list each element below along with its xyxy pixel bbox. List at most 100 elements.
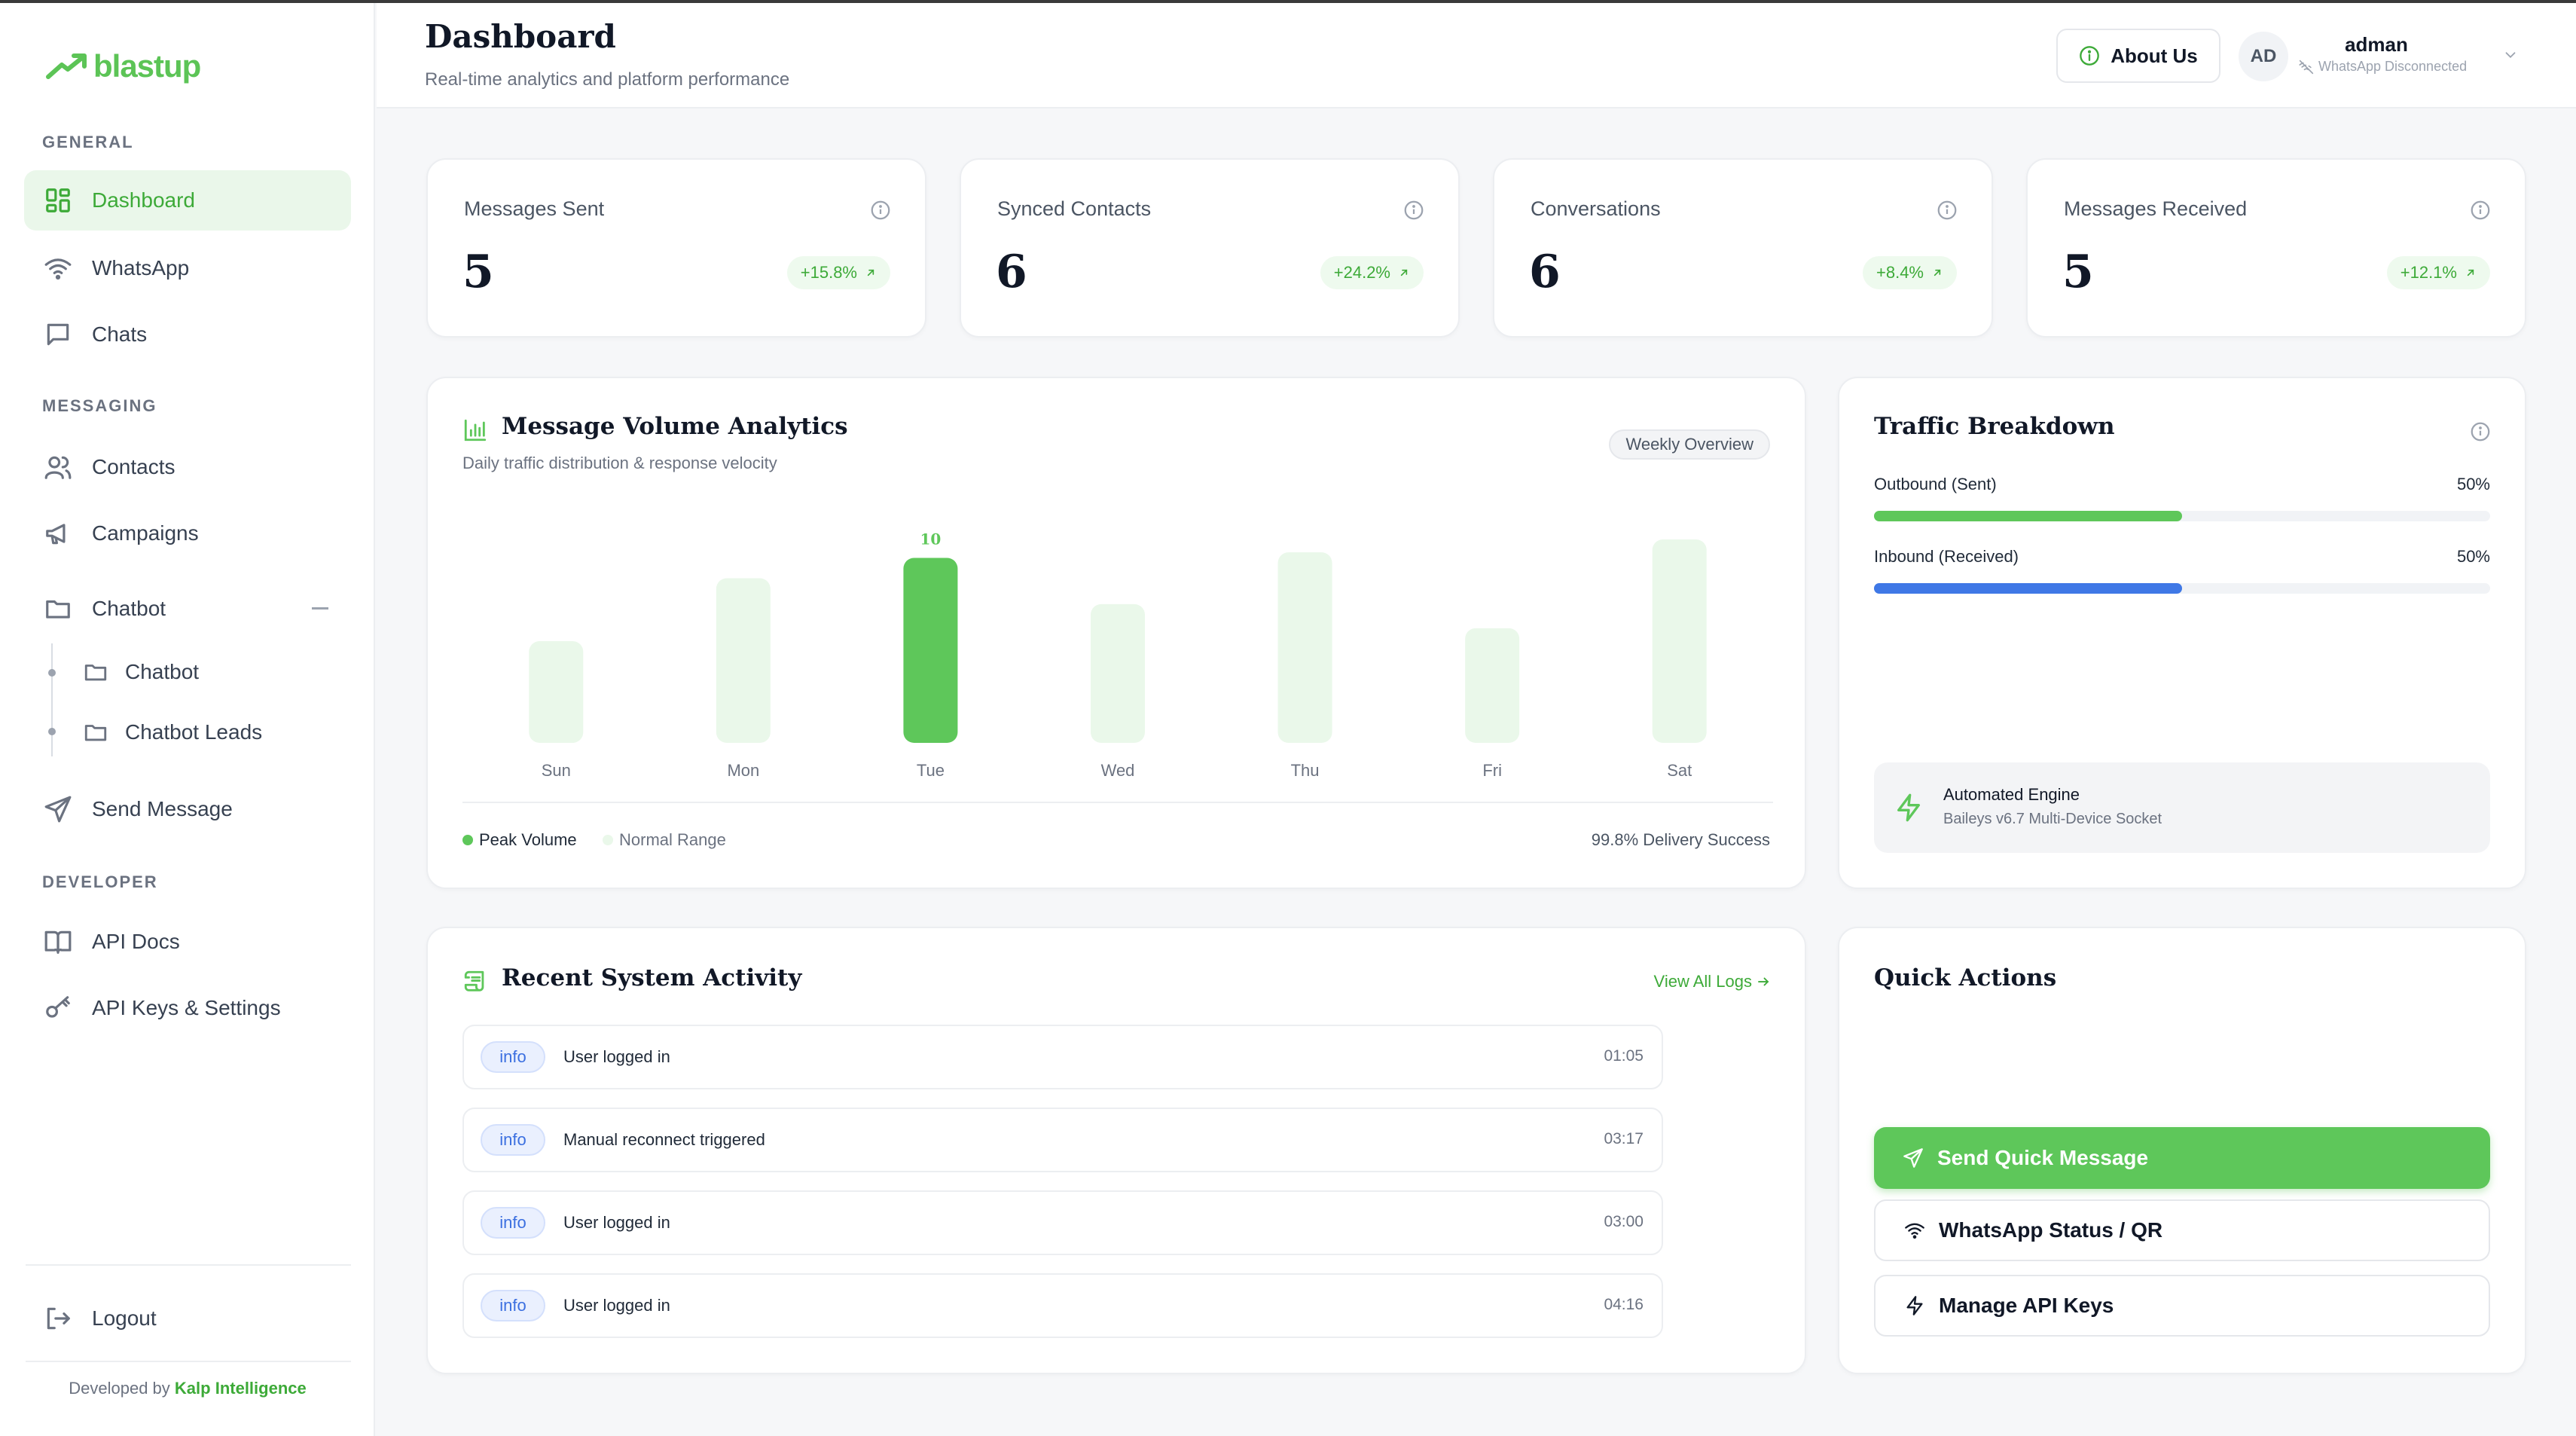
user-name[interactable]: adman: [2345, 33, 2408, 56]
tick-label: Sat: [1667, 761, 1692, 780]
sidebar-item-chatbot[interactable]: Chatbot: [24, 579, 351, 639]
tick-label: Fri: [1482, 761, 1502, 780]
tree-line: [51, 643, 53, 756]
weekly-overview-pill[interactable]: Weekly Overview: [1609, 429, 1770, 460]
folder-icon: [84, 725, 107, 741]
sidebar-item-label: Chatbot: [92, 597, 166, 620]
collapse-icon[interactable]: [312, 607, 328, 610]
stat-value: 6: [1529, 246, 1561, 298]
button-label: Send Quick Message: [1937, 1146, 2149, 1169]
bar-tue[interactable]: [903, 558, 958, 743]
info-icon[interactable]: [2469, 420, 2492, 443]
activity-text: Manual reconnect triggered: [563, 1130, 765, 1149]
level-badge: info: [481, 1290, 545, 1321]
legend-swatch: [462, 835, 473, 845]
sidebar-item-label: Send Message: [92, 797, 233, 820]
stat-change: +12.1%: [2400, 263, 2457, 282]
tick-label: Thu: [1291, 761, 1320, 780]
inbound-track: [1874, 583, 2490, 594]
inbound-label: Inbound (Received): [1874, 547, 2019, 566]
button-label: WhatsApp Status / QR: [1939, 1218, 2163, 1242]
sidebar-subitem-chatbot-leads[interactable]: Chatbot Leads: [83, 710, 262, 755]
whatsapp-status-button[interactable]: WhatsApp Status / QR: [1874, 1199, 2490, 1261]
about-us-label: About Us: [2111, 44, 2198, 67]
arrow-up-right-icon: [1934, 269, 1941, 277]
card-title: Recent System Activity: [502, 964, 802, 991]
chat-icon: [47, 323, 69, 346]
bar-thu[interactable]: [1277, 552, 1332, 743]
send-quick-message-button[interactable]: Send Quick Message: [1874, 1127, 2490, 1189]
sidebar-item-contacts[interactable]: Contacts: [24, 437, 351, 497]
outbound-percent: 50%: [2456, 475, 2490, 493]
automated-engine-panel: Automated Engine Baileys v6.7 Multi-Devi…: [1874, 762, 2490, 853]
chevron-down-icon[interactable]: [2502, 47, 2519, 63]
stat-change-badge: +8.4%: [1863, 256, 1957, 289]
sidebar-item-dashboard[interactable]: Dashboard: [24, 170, 351, 231]
about-us-button[interactable]: About Us: [2056, 29, 2220, 83]
bar-fri[interactable]: [1465, 628, 1520, 743]
stat-change: +24.2%: [1333, 263, 1390, 282]
wifi-off-icon: [2299, 60, 2314, 74]
bar-chart-icon: [464, 419, 487, 441]
sidebar-item-label: Chats: [92, 322, 148, 346]
engine-title: Automated Engine: [1943, 785, 2080, 804]
sidebar-subitem-chatbot[interactable]: Chatbot: [83, 649, 199, 695]
logo[interactable]: blastup: [45, 48, 201, 84]
sidebar-item-whatsapp[interactable]: WhatsApp: [24, 238, 351, 298]
activity-row[interactable]: info User logged in 03:00: [462, 1190, 1663, 1255]
outbound-fill: [1874, 511, 2182, 521]
page-title: Dashboard: [425, 18, 616, 55]
credit-brand-link[interactable]: Kalp Intelligence: [174, 1379, 307, 1398]
sidebar-item-api-keys-settings[interactable]: API Keys & Settings: [24, 978, 351, 1038]
peak-data-label: 10: [920, 530, 942, 548]
tick-label: Wed: [1101, 761, 1135, 780]
activity-time: 03:00: [1604, 1213, 1644, 1230]
quick-actions-card: Quick Actions Send Quick Message WhatsAp…: [1838, 927, 2526, 1374]
info-icon: [2080, 46, 2100, 66]
avatar[interactable]: AD: [2239, 32, 2288, 81]
sidebar-item-api-docs[interactable]: API Docs: [24, 912, 351, 972]
legend-normal: Normal Range: [603, 830, 726, 850]
stat-card-conversations: Conversations 6 +8.4%: [1493, 158, 1993, 338]
activity-row[interactable]: info User logged in 04:16: [462, 1273, 1663, 1338]
top-header: Dashboard Real-time analytics and platfo…: [377, 3, 2576, 108]
logout-button[interactable]: Logout: [24, 1288, 351, 1349]
sidebar-item-label: API Docs: [92, 930, 180, 953]
inbound-fill: [1874, 583, 2182, 594]
tick-label: Tue: [917, 761, 945, 780]
divider: [462, 802, 1773, 803]
stat-value: 6: [996, 246, 1027, 298]
bar-sun[interactable]: [529, 641, 584, 743]
info-icon[interactable]: [869, 199, 892, 222]
level-badge: info: [481, 1124, 545, 1156]
view-all-logs-link[interactable]: View All Logs: [1654, 972, 1770, 991]
info-icon[interactable]: [1402, 199, 1425, 222]
activity-row[interactable]: info User logged in 01:05: [462, 1025, 1663, 1089]
trend-arrow-icon: [46, 53, 87, 79]
sidebar-item-label: WhatsApp: [92, 256, 190, 280]
outbound-track: [1874, 511, 2490, 521]
sidebar-item-chats[interactable]: Chats: [24, 304, 351, 365]
bar-mon[interactable]: [716, 578, 771, 743]
sidebar-item-send-message[interactable]: Send Message: [24, 779, 351, 839]
bar-wed[interactable]: [1091, 603, 1145, 743]
tree-dot: [48, 728, 56, 735]
activity-row[interactable]: info Manual reconnect triggered 03:17: [462, 1108, 1663, 1172]
level-badge: info: [481, 1207, 545, 1239]
tick-label: Sun: [542, 761, 571, 780]
sidebar-item-label: Logout: [92, 1306, 157, 1330]
info-icon[interactable]: [2469, 199, 2492, 222]
sidebar-subitem-label: Chatbot: [125, 660, 200, 683]
tree-dot: [48, 669, 56, 677]
message-volume-card: Message Volume Analytics Daily traffic d…: [426, 377, 1806, 889]
manage-api-keys-button[interactable]: Manage API Keys: [1874, 1275, 2490, 1337]
bar-sat[interactable]: [1652, 539, 1707, 743]
card-title: Traffic Breakdown: [1874, 413, 2115, 440]
arrow-up-right-icon: [1400, 269, 1408, 277]
outbound-label: Outbound (Sent): [1874, 475, 1997, 493]
activity-time: 04:16: [1604, 1296, 1644, 1313]
info-icon[interactable]: [1936, 199, 1958, 222]
card-title: Message Volume Analytics: [502, 413, 848, 440]
stat-card-messages-received: Messages Received 5 +12.1%: [2026, 158, 2526, 338]
sidebar-item-campaigns[interactable]: Campaigns: [24, 503, 351, 564]
